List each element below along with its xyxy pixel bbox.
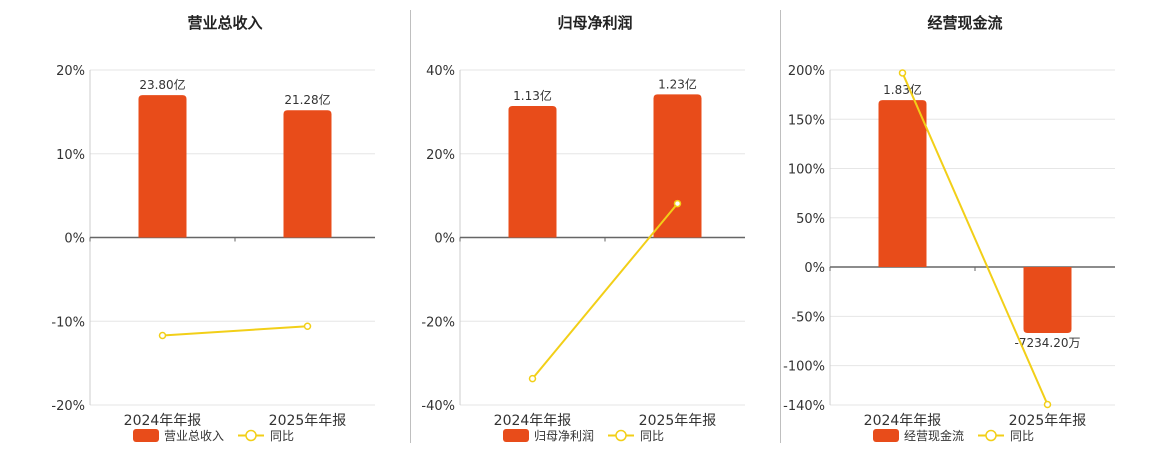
- x-tick-label: 2025年年报: [1009, 413, 1087, 429]
- yoy-point: [1043, 400, 1052, 409]
- legend-line-label: 同比: [640, 429, 664, 443]
- revenue-chart: 营业总收入 20% 10% 0% -10% -20% 23.80亿 21.28亿 2024年年报…: [51, 14, 375, 443]
- bar: [1023, 267, 1072, 334]
- bar-data-label: 1.13亿: [513, 88, 552, 103]
- y-tick-label: 0%: [434, 232, 455, 247]
- legend-line-marker: [615, 429, 627, 442]
- y-tick-label: -140%: [783, 399, 825, 414]
- yoy-line: [901, 72, 1049, 405]
- chart-panel-cash-flow: 经营现金流 200% 150% 100% 50% 0% -50% -100% -140% 1.83…: [745, 0, 1115, 450]
- y-tick-label: -100%: [783, 360, 825, 375]
- y-tick-label: -20%: [421, 315, 455, 330]
- bar: [653, 94, 702, 238]
- yoy-point: [898, 69, 907, 77]
- bar-data-label: 1.83亿: [883, 82, 922, 97]
- legend-bar-label: 经营现金流: [904, 428, 964, 443]
- panel-divider: [780, 10, 781, 443]
- legend-bar-swatch: [133, 429, 159, 442]
- legend-bar-label: 营业总收入: [164, 429, 224, 443]
- y-tick-label: 20%: [56, 64, 85, 79]
- y-tick-label: -20%: [51, 399, 85, 414]
- y-tick-label: -40%: [421, 399, 455, 414]
- cash-flow-chart: 经营现金流 200% 150% 100% 50% 0% -50% -100% -140% 1.83…: [783, 14, 1115, 443]
- chart-title: 归母净利润: [557, 14, 632, 32]
- y-tick-label: -50%: [791, 310, 825, 325]
- net-profit-chart: 归母净利润 40% 20% 0% -20% -40% 1.13亿 1.23亿 2024年年报 20…: [421, 14, 745, 443]
- y-tick-label: 0%: [64, 232, 85, 247]
- bar-data-label: -7234.20万: [1015, 336, 1081, 350]
- bar-data-label: 23.80亿: [139, 77, 185, 92]
- yoy-line: [531, 202, 679, 380]
- y-tick-label: 150%: [788, 113, 825, 128]
- chart-title: 营业总收入: [187, 14, 262, 32]
- y-tick-label: 100%: [788, 163, 825, 178]
- legend-line-label: 同比: [270, 429, 294, 443]
- bar-data-label: 21.28亿: [284, 92, 330, 107]
- bar: [138, 95, 187, 238]
- legend-bar-swatch: [873, 429, 899, 442]
- bar: [283, 110, 332, 238]
- y-tick-label: 40%: [426, 64, 455, 79]
- chart-panel-revenue: 营业总收入 20% 10% 0% -10% -20% 23.80亿 21.28亿 2024年年报…: [5, 0, 375, 450]
- legend-bar-label: 归母净利润: [534, 429, 594, 443]
- chart-panel-net-profit: 归母净利润 40% 20% 0% -20% -40% 1.13亿 1.23亿 2024年年报 20…: [375, 0, 745, 450]
- bar: [878, 100, 927, 268]
- panel-divider: [410, 10, 411, 443]
- x-tick-label: 2025年年报: [269, 413, 347, 429]
- bar: [508, 106, 557, 238]
- bar-data-label: 1.23亿: [658, 76, 697, 91]
- y-tick-label: 50%: [796, 212, 825, 227]
- yoy-point: [673, 199, 682, 208]
- yoy-point: [303, 322, 312, 331]
- yoy-point: [158, 331, 167, 340]
- x-tick-label: 2024年年报: [864, 413, 942, 429]
- y-tick-label: 200%: [788, 64, 825, 79]
- x-tick-label: 2024年年报: [124, 413, 202, 429]
- yoy-line: [162, 325, 308, 337]
- chart-title: 经营现金流: [927, 14, 1002, 32]
- x-tick-label: 2025年年报: [639, 413, 717, 429]
- y-tick-label: 0%: [804, 261, 825, 276]
- y-tick-label: 10%: [56, 148, 85, 163]
- legend-line-marker: [245, 429, 257, 442]
- yoy-point: [528, 374, 537, 383]
- y-tick-label: 20%: [426, 148, 455, 163]
- legend-line-label: 同比: [1010, 429, 1034, 443]
- legend-bar-swatch: [503, 429, 529, 442]
- y-tick-label: -10%: [51, 315, 85, 330]
- legend-line-marker: [985, 429, 997, 442]
- x-tick-label: 2024年年报: [494, 413, 572, 429]
